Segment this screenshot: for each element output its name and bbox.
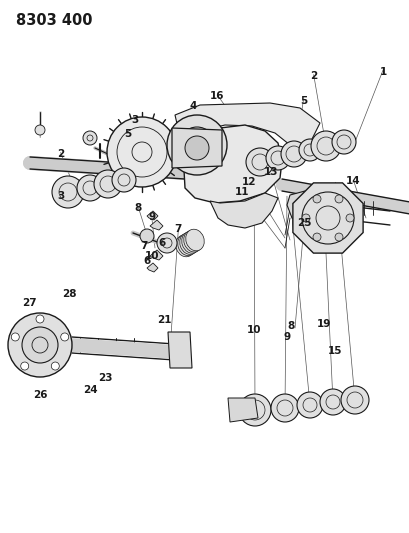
Text: 28: 28 bbox=[62, 289, 77, 299]
Circle shape bbox=[139, 229, 154, 243]
Circle shape bbox=[245, 148, 273, 176]
Circle shape bbox=[270, 394, 298, 422]
Circle shape bbox=[107, 117, 177, 187]
Circle shape bbox=[298, 139, 320, 161]
Polygon shape bbox=[168, 332, 191, 368]
Text: 25: 25 bbox=[296, 218, 311, 228]
Text: 24: 24 bbox=[83, 385, 97, 395]
Text: 9: 9 bbox=[148, 213, 155, 222]
Circle shape bbox=[184, 136, 209, 160]
Text: 10: 10 bbox=[246, 326, 261, 335]
Circle shape bbox=[35, 125, 45, 135]
Polygon shape bbox=[150, 220, 163, 230]
Text: 6: 6 bbox=[158, 238, 165, 247]
Circle shape bbox=[345, 214, 353, 222]
Circle shape bbox=[94, 170, 122, 198]
Text: 10: 10 bbox=[144, 251, 159, 261]
Circle shape bbox=[312, 233, 320, 241]
Polygon shape bbox=[209, 193, 277, 228]
Text: 19: 19 bbox=[316, 319, 330, 329]
Circle shape bbox=[36, 315, 44, 323]
Text: 8303 400: 8303 400 bbox=[16, 13, 93, 28]
Text: 2: 2 bbox=[309, 71, 317, 80]
Polygon shape bbox=[184, 125, 281, 203]
Circle shape bbox=[340, 386, 368, 414]
Text: 27: 27 bbox=[22, 298, 37, 308]
Text: 8: 8 bbox=[287, 321, 294, 331]
Text: 15: 15 bbox=[327, 346, 342, 356]
Circle shape bbox=[310, 131, 340, 161]
Text: 5: 5 bbox=[124, 130, 131, 139]
Polygon shape bbox=[172, 128, 221, 168]
Text: 23: 23 bbox=[98, 374, 113, 383]
Polygon shape bbox=[150, 250, 163, 260]
Circle shape bbox=[157, 233, 177, 253]
Text: 2: 2 bbox=[57, 149, 64, 158]
Circle shape bbox=[238, 394, 270, 426]
Text: 8: 8 bbox=[134, 203, 142, 213]
Polygon shape bbox=[147, 263, 157, 272]
Polygon shape bbox=[175, 103, 319, 145]
Circle shape bbox=[265, 146, 289, 170]
Text: 7: 7 bbox=[139, 241, 147, 251]
Text: 3: 3 bbox=[131, 115, 139, 125]
Text: 7: 7 bbox=[174, 224, 182, 234]
Circle shape bbox=[166, 115, 227, 175]
Circle shape bbox=[280, 141, 306, 167]
Circle shape bbox=[61, 333, 69, 341]
Text: 12: 12 bbox=[241, 177, 256, 187]
Ellipse shape bbox=[178, 234, 196, 256]
Text: 14: 14 bbox=[345, 176, 360, 186]
Circle shape bbox=[112, 168, 136, 192]
Text: 16: 16 bbox=[209, 91, 224, 101]
Circle shape bbox=[334, 195, 342, 203]
Circle shape bbox=[179, 127, 214, 163]
Polygon shape bbox=[286, 191, 309, 223]
Circle shape bbox=[22, 327, 58, 363]
Circle shape bbox=[51, 362, 59, 370]
Text: 4: 4 bbox=[189, 101, 196, 110]
Text: 11: 11 bbox=[234, 187, 249, 197]
Circle shape bbox=[77, 175, 103, 201]
Circle shape bbox=[319, 389, 345, 415]
Ellipse shape bbox=[183, 230, 202, 252]
Polygon shape bbox=[292, 183, 362, 253]
Circle shape bbox=[301, 214, 309, 222]
Circle shape bbox=[331, 130, 355, 154]
Circle shape bbox=[11, 333, 19, 341]
Text: 1: 1 bbox=[379, 67, 386, 77]
Ellipse shape bbox=[179, 233, 198, 254]
Circle shape bbox=[8, 313, 72, 377]
Circle shape bbox=[312, 195, 320, 203]
Ellipse shape bbox=[175, 235, 194, 257]
Text: 26: 26 bbox=[33, 391, 47, 400]
Polygon shape bbox=[227, 398, 257, 422]
Text: 21: 21 bbox=[156, 315, 171, 325]
Text: 3: 3 bbox=[57, 191, 64, 201]
Text: 6: 6 bbox=[143, 256, 150, 266]
Circle shape bbox=[83, 131, 97, 145]
Circle shape bbox=[334, 233, 342, 241]
Ellipse shape bbox=[185, 229, 204, 251]
Circle shape bbox=[21, 362, 29, 370]
Circle shape bbox=[52, 176, 84, 208]
Circle shape bbox=[296, 392, 322, 418]
Text: 9: 9 bbox=[283, 332, 290, 342]
Polygon shape bbox=[147, 211, 157, 220]
Ellipse shape bbox=[181, 232, 200, 253]
Text: 13: 13 bbox=[263, 167, 277, 176]
Text: 5: 5 bbox=[299, 96, 306, 106]
